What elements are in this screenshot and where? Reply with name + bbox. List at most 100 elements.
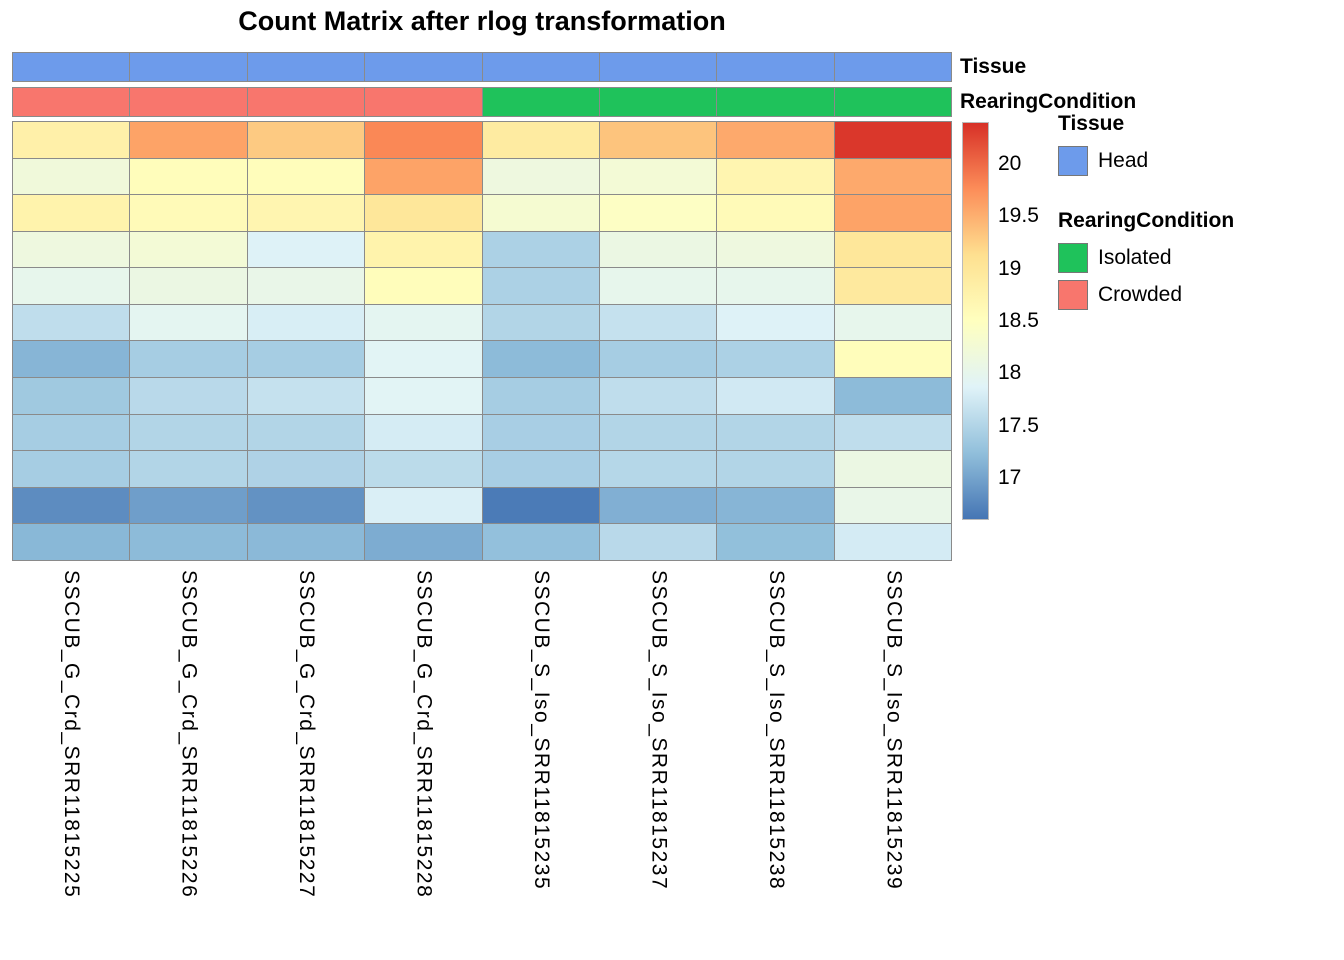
heatmap-cell [247,414,365,451]
heatmap-cell [717,122,834,158]
heatmap-cell [717,268,834,304]
color-scale-tick-label: 20 [998,151,1022,175]
heatmap-cell [717,231,834,268]
heatmap-cell [247,487,365,524]
legend-swatch [1058,280,1088,310]
heatmap-cell [599,122,717,158]
column-label: SSCUB_S_Iso_SRR11815237 [647,570,671,891]
heatmap-cell [130,231,247,268]
heatmap-cell [365,378,482,414]
rearing-condition-annotation-label: RearingCondition [960,90,1137,113]
legend: Tissue Head RearingCondition Isolated Cro… [1058,112,1234,317]
rearing-annotation-cell [599,88,717,116]
tissue-annotation-bar [12,52,952,82]
heatmap-cell [834,195,951,231]
color-scale-tick-label: 17.5 [998,413,1039,437]
heatmap-cell [247,341,365,378]
column-label-slot: SSCUB_G_Crd_SRR11815228 [365,570,483,950]
heatmap-cell [130,451,247,487]
column-label-slot: SSCUB_S_Iso_SRR11815238 [717,570,835,950]
heatmap-cell [834,414,951,451]
heatmap-cell [13,122,130,158]
column-label-slot: SSCUB_G_Crd_SRR11815226 [130,570,248,950]
heatmap-cell [834,304,951,341]
tissue-annotation-cell [482,53,599,81]
legend-swatch [1058,243,1088,273]
heatmap-cell [13,487,130,524]
tissue-annotation-cell [834,53,951,81]
legend-label: Head [1098,149,1149,172]
heatmap-cell [599,158,717,195]
rearing-annotation-cell [247,88,365,116]
heatmap-cell [365,304,482,341]
heatmap-cell [13,451,130,487]
heatmap-cell [247,304,365,341]
heatmap-cell [834,487,951,524]
rearing-annotation-cell [482,88,599,116]
heatmap-cell [130,158,247,195]
legend-item: Isolated [1058,243,1234,273]
color-scale-tick-label: 18 [998,361,1022,385]
heatmap-cell [717,341,834,378]
heatmap-cell [834,268,951,304]
heatmap-cell [599,524,717,560]
heatmap-cell [13,304,130,341]
column-label: SSCUB_G_Crd_SRR11815227 [294,570,318,899]
heatmap-cell [482,158,599,195]
heatmap-cell [599,378,717,414]
column-labels: SSCUB_G_Crd_SRR11815225 SSCUB_G_Crd_SRR11… [12,570,952,950]
heatmap-cell [482,341,599,378]
tissue-annotation-cell [599,53,717,81]
heatmap-cell [247,231,365,268]
heatmap-cell [717,378,834,414]
heatmap-cell [130,268,247,304]
legend-swatch [1058,146,1088,176]
heatmap-cell [13,378,130,414]
heatmap-cell [130,341,247,378]
rearing-annotation-cell [130,88,247,116]
column-label: SSCUB_S_Iso_SRR11815238 [764,570,788,891]
heatmap-cell [599,231,717,268]
heatmap-cell [599,304,717,341]
heatmap-cell [365,268,482,304]
rearing-annotation-cell [13,88,130,116]
heatmap-cell [247,451,365,487]
heatmap-cell [365,414,482,451]
color-scale-bar [962,122,989,520]
heatmap-cell [13,268,130,304]
heatmap-cell [482,231,599,268]
heatmap-cell [130,414,247,451]
heatmap-cell [482,304,599,341]
heatmap-cell [834,122,951,158]
heatmap-cell [482,524,599,560]
tissue-annotation-cell [247,53,365,81]
heatmap-cell [130,304,247,341]
heatmap-cell [13,524,130,560]
heatmap-cell [717,414,834,451]
heatmap-cell [247,268,365,304]
heatmap-cell [482,268,599,304]
rearing-annotation-cell [834,88,951,116]
heatmap-cell [599,341,717,378]
heatmap-cell [599,414,717,451]
legend-item: Head [1058,146,1234,176]
column-label-slot: SSCUB_S_Iso_SRR11815239 [835,570,953,950]
legend-label: Isolated [1098,246,1172,269]
tissue-annotation-cell [130,53,247,81]
column-label: SSCUB_G_Crd_SRR11815225 [59,570,83,899]
heatmap-cell [247,195,365,231]
tissue-annotation-label: Tissue [960,55,1027,78]
heatmap-cell [717,195,834,231]
heatmap-cell [834,451,951,487]
tissue-annotation-cell [13,53,130,81]
color-scale-tick-label: 19.5 [998,204,1039,228]
rearing-annotation-cell [365,88,482,116]
heatmap-cell [834,341,951,378]
column-label: SSCUB_G_Crd_SRR11815228 [412,570,436,899]
heatmap-cell [365,122,482,158]
column-label: SSCUB_S_Iso_SRR11815235 [529,570,553,891]
heatmap-cell [717,158,834,195]
heatmap-cell [482,451,599,487]
heatmap-cell [717,524,834,560]
